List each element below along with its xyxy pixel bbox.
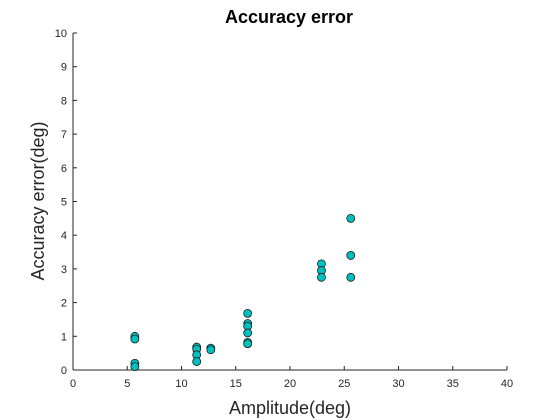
data-point xyxy=(206,345,216,355)
x-tick-label: 5 xyxy=(124,378,130,390)
data-point xyxy=(243,339,253,349)
x-tick-label: 35 xyxy=(447,378,459,390)
y-tick-label: 9 xyxy=(61,62,67,74)
x-axis-ticks: 0 5 10 15 20 25 30 35 40 xyxy=(70,366,513,390)
y-tick-label: 4 xyxy=(61,230,67,242)
y-tick-label: 1 xyxy=(61,331,67,343)
plot-axes xyxy=(72,33,507,371)
chart-title: Accuracy error xyxy=(225,7,353,27)
data-point xyxy=(130,362,140,372)
y-tick-label: 6 xyxy=(61,163,67,175)
y-axis-label: Accuracy error(deg) xyxy=(28,121,48,280)
data-points xyxy=(130,213,356,372)
y-tick-label: 5 xyxy=(61,197,67,209)
x-tick-label: 10 xyxy=(175,378,187,390)
y-tick-label: 10 xyxy=(55,28,67,40)
x-axis-label: Amplitude(deg) xyxy=(229,398,351,418)
y-tick-label: 2 xyxy=(61,298,67,310)
x-tick-label: 0 xyxy=(70,378,76,390)
data-point xyxy=(346,213,356,223)
data-point xyxy=(346,251,356,260)
x-tick-label: 15 xyxy=(230,378,242,390)
data-point xyxy=(243,308,253,318)
y-tick-label: 8 xyxy=(61,95,67,107)
x-tick-label: 30 xyxy=(392,378,404,390)
y-tick-label: 0 xyxy=(61,365,67,377)
y-tick-label: 7 xyxy=(61,129,67,141)
data-point xyxy=(130,334,140,344)
y-tick-label: 3 xyxy=(61,264,67,276)
y-axis-ticks: 0 1 2 3 4 5 6 7 8 9 10 xyxy=(55,28,77,377)
x-tick-label: 20 xyxy=(284,378,296,390)
data-point xyxy=(346,272,356,282)
data-point xyxy=(317,272,326,282)
x-tick-label: 40 xyxy=(501,378,513,390)
data-point xyxy=(192,357,202,366)
data-point xyxy=(243,328,253,338)
x-tick-label: 25 xyxy=(338,378,350,390)
